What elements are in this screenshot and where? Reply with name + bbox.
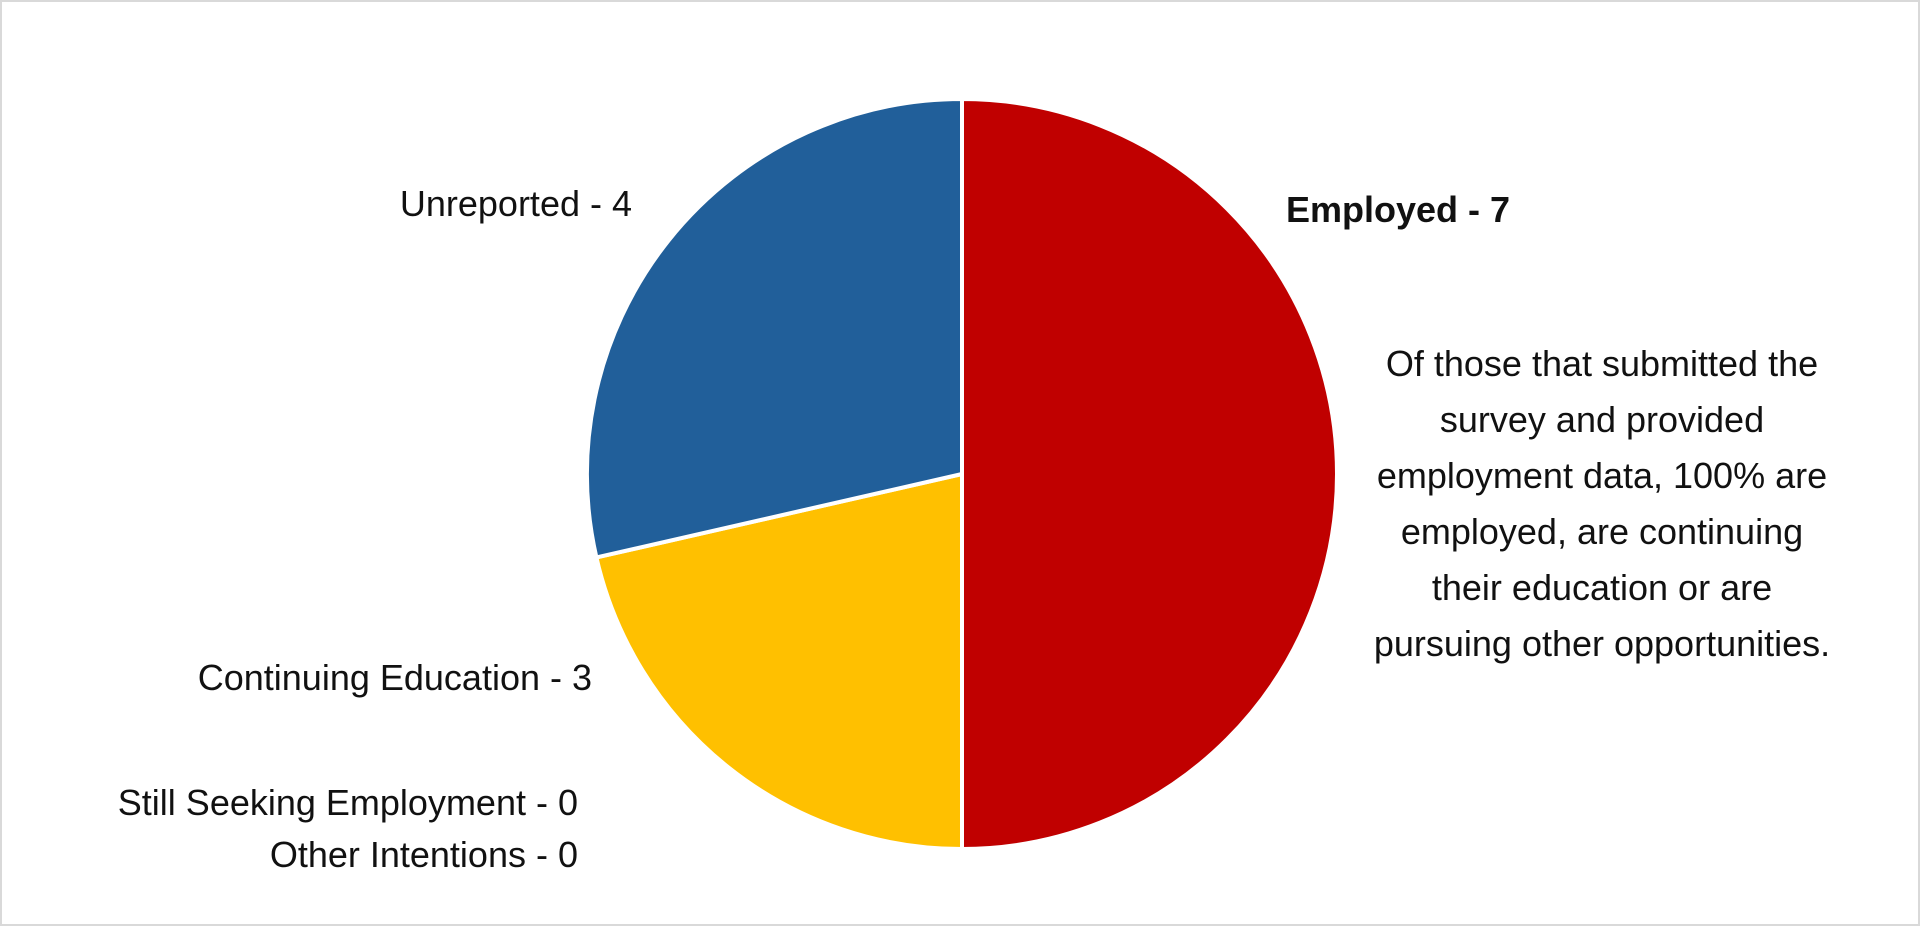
- label-unreported: Unreported - 4: [399, 183, 632, 224]
- chart-annotation: Of those that submitted the survey and p…: [1373, 343, 1831, 664]
- pie-slice-continuing-education: [594, 472, 964, 851]
- pie-slice-employed: [960, 97, 1339, 851]
- label-other-intentions: Other Intentions - 0: [269, 834, 578, 875]
- pie-slice-unreported: [585, 97, 964, 560]
- label-continuing-education: Continuing Education - 3: [197, 657, 592, 698]
- label-still-seeking-employment: Still Seeking Employment - 0: [117, 782, 578, 823]
- label-employed: Employed - 7: [1286, 189, 1511, 230]
